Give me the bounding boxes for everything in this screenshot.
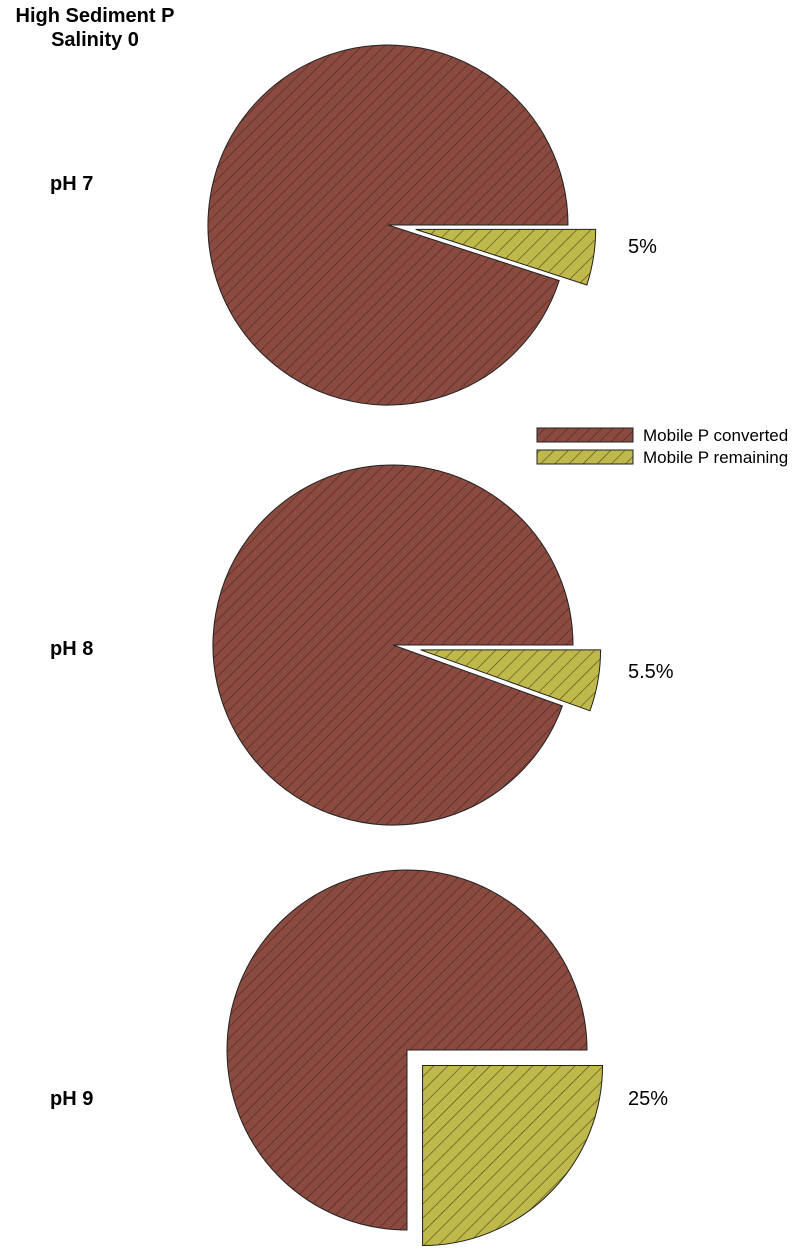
legend-label: Mobile P remaining: [643, 448, 788, 467]
pie-label: pH 8: [50, 638, 93, 660]
pie-slice-converted: [207, 44, 569, 406]
pie-slice-converted: [212, 464, 574, 826]
slice-data-label: 25%: [628, 1088, 668, 1110]
legend-label: Mobile P converted: [643, 426, 788, 445]
pie-chart-1: pH 7 5%: [50, 44, 657, 406]
legend-swatch: [536, 427, 634, 443]
legend: Mobile P converted Mobile P remaining: [536, 426, 788, 467]
pie-slice-converted: [226, 869, 588, 1231]
chart-subtitle: Salinity 0: [51, 29, 139, 51]
pie-chart-2: pH 8 5.5%: [50, 464, 674, 826]
pie-label: pH 9: [50, 1088, 93, 1110]
pie-slice-remaining: [422, 1065, 604, 1247]
pie-slice-remaining: [420, 649, 602, 712]
pie-chart-3: pH 9 25%: [50, 869, 668, 1247]
pie-slice-remaining: [415, 228, 597, 286]
pies-layer: pH 7 5% pH 8 5.5% pH 9 25%: [50, 44, 674, 1247]
chart-title-block: High Sediment P Salinity 0: [0, 4, 190, 52]
slice-data-label: 5.5%: [628, 661, 674, 683]
chart-title: High Sediment P: [15, 5, 175, 27]
pie-label: pH 7: [50, 173, 93, 195]
slice-data-label: 5%: [628, 236, 657, 258]
legend-swatch: [536, 449, 634, 465]
